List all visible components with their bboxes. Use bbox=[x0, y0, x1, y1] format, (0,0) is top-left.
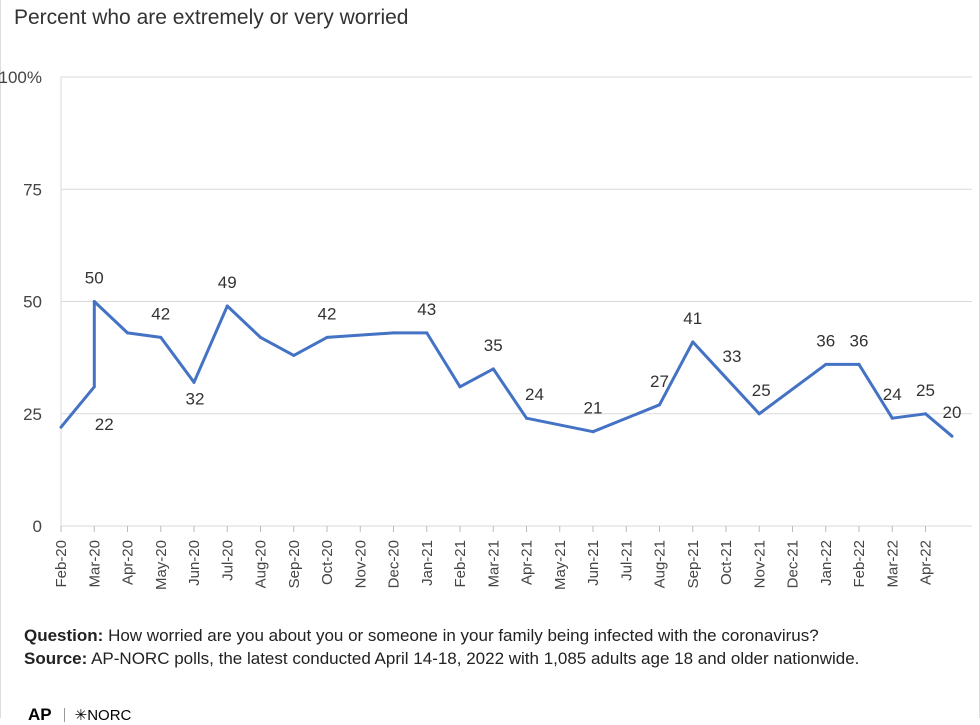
data-point bbox=[126, 331, 129, 335]
x-tick-label: Nov-21 bbox=[751, 540, 768, 588]
y-tick-label: 50 bbox=[23, 293, 42, 312]
data-label: 50 bbox=[85, 269, 104, 288]
data-label: 25 bbox=[752, 381, 771, 400]
question-note: Question: How worried are you about you … bbox=[24, 624, 964, 647]
data-point bbox=[857, 362, 861, 366]
x-tick-label: Mar-20 bbox=[86, 540, 103, 588]
data-label: 36 bbox=[850, 331, 869, 350]
data-point bbox=[824, 362, 828, 366]
series-line bbox=[59, 300, 953, 438]
x-tick-label: Dec-20 bbox=[386, 540, 403, 588]
y-tick-label: 25 bbox=[23, 405, 42, 424]
data-point bbox=[591, 430, 595, 434]
x-tick-label: Oct-21 bbox=[718, 540, 735, 585]
source-text: AP-NORC polls, the latest conducted Apri… bbox=[87, 649, 860, 668]
x-tick-label: Aug-21 bbox=[652, 540, 669, 588]
ap-norc-logo: AP ✳NORC bbox=[28, 705, 131, 725]
x-tick-label: Jul-20 bbox=[219, 540, 236, 581]
data-label: 36 bbox=[816, 331, 835, 350]
x-tick-label: Sep-20 bbox=[286, 540, 303, 588]
question-label: Question: bbox=[24, 626, 104, 645]
x-tick-label: Apr-20 bbox=[120, 540, 137, 585]
data-label: 49 bbox=[218, 273, 237, 292]
x-tick-label: Jun-20 bbox=[186, 540, 203, 586]
data-label: 24 bbox=[525, 385, 544, 404]
x-tick-label: Apr-21 bbox=[519, 540, 536, 585]
x-tick-label: Dec-21 bbox=[785, 540, 802, 588]
data-label: 42 bbox=[151, 304, 170, 323]
data-point bbox=[292, 353, 296, 357]
x-tick-label: Feb-21 bbox=[452, 540, 469, 588]
x-tick-label: Nov-20 bbox=[352, 540, 369, 588]
data-point bbox=[458, 385, 462, 389]
data-label: 41 bbox=[683, 309, 702, 328]
data-point bbox=[491, 367, 495, 371]
x-tick-label: Aug-20 bbox=[253, 540, 270, 588]
x-tick-label: Jan-21 bbox=[419, 540, 436, 586]
data-label: 20 bbox=[943, 403, 962, 422]
logo-divider bbox=[63, 708, 65, 722]
data-label: 25 bbox=[916, 381, 935, 400]
data-point bbox=[724, 376, 728, 380]
data-point bbox=[225, 304, 229, 308]
data-point bbox=[691, 340, 695, 344]
x-tick-label: Feb-20 bbox=[53, 540, 70, 588]
data-label: 43 bbox=[417, 300, 436, 319]
x-tick-label: Mar-22 bbox=[884, 540, 901, 588]
y-tick-label: 75 bbox=[23, 180, 42, 199]
x-tick-label: Jun-21 bbox=[585, 540, 602, 586]
data-point bbox=[325, 335, 329, 339]
data-point bbox=[924, 412, 927, 416]
source-label: Source: bbox=[24, 649, 88, 668]
line-chart: 0 25 50 75 100% Feb-20 Mar-20 Apr-20 May-20 Jun-2… bbox=[0, 68, 972, 590]
x-tick-label: May-20 bbox=[153, 540, 170, 590]
chart-notes: Question: How worried are you about you … bbox=[24, 624, 964, 670]
x-tick-label: Mar-21 bbox=[485, 540, 502, 588]
data-label: 24 bbox=[883, 385, 902, 404]
data-point bbox=[525, 416, 528, 420]
ap-logo-text: AP bbox=[28, 705, 52, 724]
x-tick-label: Jan-22 bbox=[818, 540, 835, 586]
data-point bbox=[59, 425, 63, 429]
data-point bbox=[950, 434, 954, 438]
x-tick-label: Sep-21 bbox=[685, 540, 702, 588]
data-point bbox=[192, 380, 196, 384]
x-tick-label: May-21 bbox=[552, 540, 569, 590]
x-tick-label: Jul-21 bbox=[618, 540, 635, 581]
x-tick-label: Apr-22 bbox=[918, 540, 935, 585]
data-label: 35 bbox=[484, 336, 503, 355]
chart-title: Percent who are extremely or very worrie… bbox=[14, 6, 409, 29]
data-label: 21 bbox=[584, 399, 603, 418]
norc-logo-text: ✳NORC bbox=[74, 707, 132, 724]
data-point bbox=[757, 412, 761, 416]
data-point bbox=[159, 335, 163, 339]
y-tick-label: 0 bbox=[33, 517, 42, 536]
data-point bbox=[890, 416, 894, 420]
data-label: 33 bbox=[723, 347, 742, 366]
x-tick-label: Oct-20 bbox=[319, 540, 336, 585]
question-text: How worried are you about you or someone… bbox=[103, 626, 819, 645]
data-point bbox=[392, 331, 395, 335]
data-point bbox=[259, 335, 262, 339]
source-note: Source: AP-NORC polls, the latest conduc… bbox=[24, 647, 964, 670]
data-label: 27 bbox=[650, 372, 669, 391]
data-point bbox=[425, 331, 429, 335]
data-label: 22 bbox=[95, 415, 114, 434]
data-label: 42 bbox=[318, 304, 337, 323]
data-label: 32 bbox=[186, 389, 205, 408]
y-tick-label: 100% bbox=[0, 68, 42, 87]
x-tick-label: Feb-22 bbox=[851, 540, 868, 588]
data-point bbox=[92, 300, 96, 303]
data-point bbox=[658, 403, 661, 407]
data-point bbox=[92, 385, 96, 389]
